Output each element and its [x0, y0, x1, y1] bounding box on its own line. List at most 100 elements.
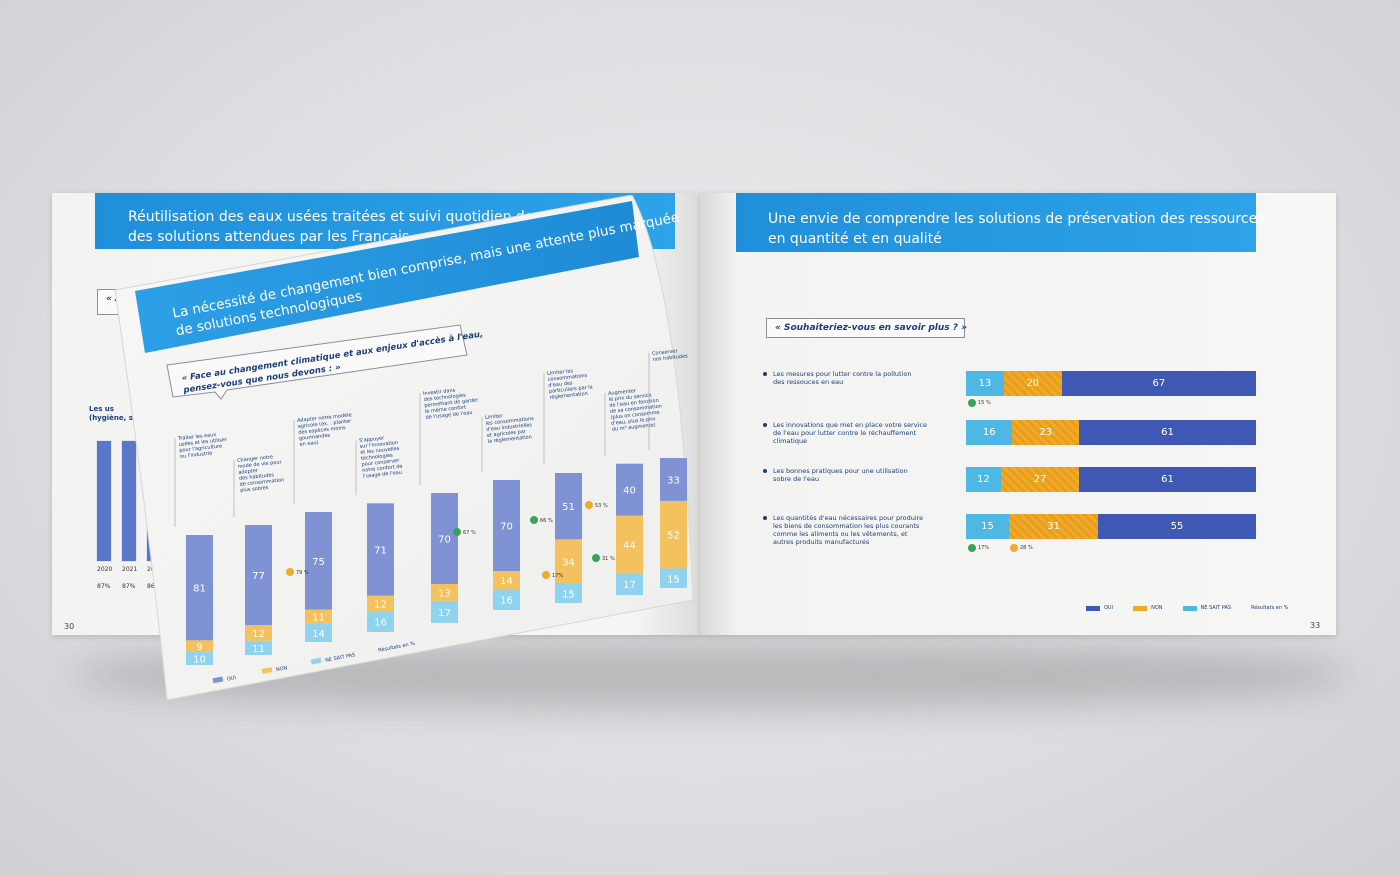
flip-category-label-6-line-0: Limiter les	[547, 368, 574, 377]
right-row-label-3-line-3: autres produits manufacturés	[773, 538, 870, 546]
flip-bar-value-7-oui: 40	[623, 486, 636, 497]
right-bar-row-2: 12 27 61	[966, 467, 1256, 492]
left-partial-label-line2: (hygiène, s	[89, 414, 133, 422]
flip-bar-value-3-nsp: 16	[374, 618, 387, 629]
flip-annotation-text-0: 79 %	[296, 570, 309, 576]
flip-bar-value-2-nsp: 14	[312, 629, 325, 640]
flip-legend-non-swatch	[261, 667, 273, 674]
flip-category-label-7-line-3: de sa consommation	[610, 403, 662, 414]
flip-category-label-4-line-0: Investir dans	[423, 388, 456, 397]
annotation-marker-icon	[968, 399, 976, 407]
flip-bar-value-3-non: 12	[374, 599, 387, 610]
flip-bar-4-non	[431, 584, 458, 601]
right-row-label-3-line-0: Les quantités d'eau nécessaires pour pro…	[773, 514, 924, 522]
left-year-pct-1: 87%	[122, 583, 136, 590]
right-bar-2-oui: 61	[1079, 467, 1256, 492]
flip-category-label-1-line-2: adopter	[238, 468, 259, 476]
flip-category-label-7-line-0: Augmenter	[608, 388, 637, 397]
flip-category-label-2-line-3: gourmandes	[299, 433, 331, 442]
flip-bar-value-4-non: 13	[438, 588, 451, 599]
flip-category-label-0-line-0: Traiter les eaux	[177, 432, 217, 442]
flip-bar-0-non	[186, 640, 213, 652]
flip-annotation-marker-icon-0	[286, 568, 294, 576]
right-bar-1-nsp: 16	[966, 420, 1013, 445]
right-bar-2-non: 27	[1000, 467, 1080, 492]
flip-category-label-3-line-2: et les nouvelles	[360, 446, 400, 456]
flip-annotation-marker-icon-1	[453, 528, 461, 536]
flip-category-label-1-line-4: de consommation	[239, 477, 284, 488]
flip-annotation-text-2: 66 %	[540, 518, 553, 524]
flip-bar-value-5-nsp: 16	[500, 596, 513, 607]
right-page-number: 33	[1310, 621, 1321, 630]
flip-legend-non: NON	[276, 665, 289, 673]
left-bar-2021	[121, 440, 137, 562]
right-bar-3-nsp: 15	[966, 514, 1010, 539]
flip-category-label-3-line-6: l'usage de l'eau	[363, 470, 403, 480]
flip-bar-value-1-oui: 77	[252, 571, 265, 582]
flip-category-label-1: Changer notremode de vie pouradopterdes …	[237, 453, 286, 494]
flip-bar-2-oui	[305, 512, 332, 610]
flip-bar-value-4-nsp: 17	[438, 608, 451, 619]
flip-category-label-2-line-2: des espèces moins	[298, 424, 346, 436]
right-annotation-text-0: 15 %	[978, 400, 991, 406]
flip-bar-8-oui	[660, 458, 687, 501]
flip-bar-value-7-non: 44	[623, 540, 636, 551]
flip-bar-1-non	[245, 625, 272, 641]
flip-bar-value-1-non: 12	[252, 629, 265, 640]
flip-bar-0-nsp	[186, 652, 213, 665]
flip-bar-2-non	[305, 609, 332, 624]
right-row-label-2-line-1: sobre de l'eau	[773, 475, 819, 483]
legend-nsp-swatch	[1182, 605, 1197, 611]
flip-bar-value-1-nsp: 11	[252, 644, 265, 655]
right-bar-1-non: 23	[1012, 420, 1080, 445]
left-year-1: 2021	[122, 566, 138, 573]
flip-bar-6-oui	[555, 473, 582, 540]
right-row-label-0-line-1: des ressouces en eau	[773, 378, 844, 386]
flip-chart: 10 9 81 Traiter les eauxusées et les utilis…	[174, 348, 688, 666]
flip-bar-4-oui	[431, 493, 458, 584]
flip-bar-value-0-oui: 81	[193, 584, 206, 595]
flip-category-label-4-line-1: des technologies	[423, 393, 466, 403]
flip-category-label-4-line-4: de l'usage de l'eau	[425, 410, 473, 421]
flip-category-label-6-line-3: particuliers par la	[549, 384, 593, 395]
legend-nsp-label: NE SAIT PAS	[1200, 605, 1232, 611]
flip-category-label-5-line-2: d'eau industrielles	[486, 422, 533, 433]
flip-bar-7-oui	[616, 463, 643, 516]
flip-annotation-text-5: 31 %	[602, 556, 615, 562]
flip-bar-value-4-oui: 70	[438, 535, 451, 546]
flip-category-label-6-line-2: d'eau des	[548, 380, 573, 389]
right-bar-0-nsp: 13	[966, 371, 1004, 396]
flip-bar-5-oui	[493, 480, 520, 571]
flip-category-label-7: Augmenterle prix du servicede l'eau en f…	[608, 386, 664, 433]
right-row-label-3: Les quantités d'eau nécessaires pour pro…	[763, 514, 933, 546]
left-year-pct-2: 86	[147, 583, 155, 590]
flip-legend-nsp: NE SAIT PAS	[325, 652, 356, 664]
right-row-label-0-line-0: Les mesures pour lutter contre la pollut…	[773, 370, 912, 378]
flip-category-label-6-line-1: consommations	[547, 373, 587, 383]
left-bar-2020	[96, 440, 112, 562]
flip-bar-1-nsp	[245, 640, 272, 655]
left-year-0: 2020	[97, 566, 113, 573]
left-partial-label-line1: Les us	[89, 405, 114, 413]
left-page-number: 30	[64, 622, 75, 631]
flip-bar-4-nsp	[431, 600, 458, 623]
flip-legend-oui-swatch	[212, 676, 224, 684]
right-row-label-2-line-0: Les bonnes pratiques pour une utilisatio…	[773, 467, 908, 475]
flip-bar-value-2-oui: 75	[312, 557, 325, 568]
right-banner-line2: en quantité et en qualité	[768, 231, 942, 247]
flip-bar-value-8-non: 52	[667, 531, 680, 542]
right-bar-3-oui: 55	[1098, 514, 1256, 539]
annotation-marker-icon	[1010, 544, 1018, 552]
flip-category-label-3-line-0: S'appuyer	[359, 435, 386, 444]
flip-question-box	[166, 324, 468, 400]
flip-category-label-8-line-0: Conserver	[652, 348, 679, 357]
flip-category-label-1-line-5: plus sobres	[240, 485, 269, 494]
left-partial-label: Les us (hygiène, s	[89, 405, 133, 423]
flip-category-label-7-line-4: (plus on consomme	[610, 410, 660, 421]
flip-bar-3-non	[367, 595, 394, 612]
flip-bar-3-oui	[367, 503, 394, 596]
flip-category-label-1-line-3: des habitudes	[239, 472, 275, 482]
right-row-label-1-line-0: Les innovations que met en place votre s…	[773, 421, 927, 429]
flip-category-label-5-line-4: la réglementation	[487, 433, 532, 445]
flip-bar-8-non	[660, 500, 687, 569]
